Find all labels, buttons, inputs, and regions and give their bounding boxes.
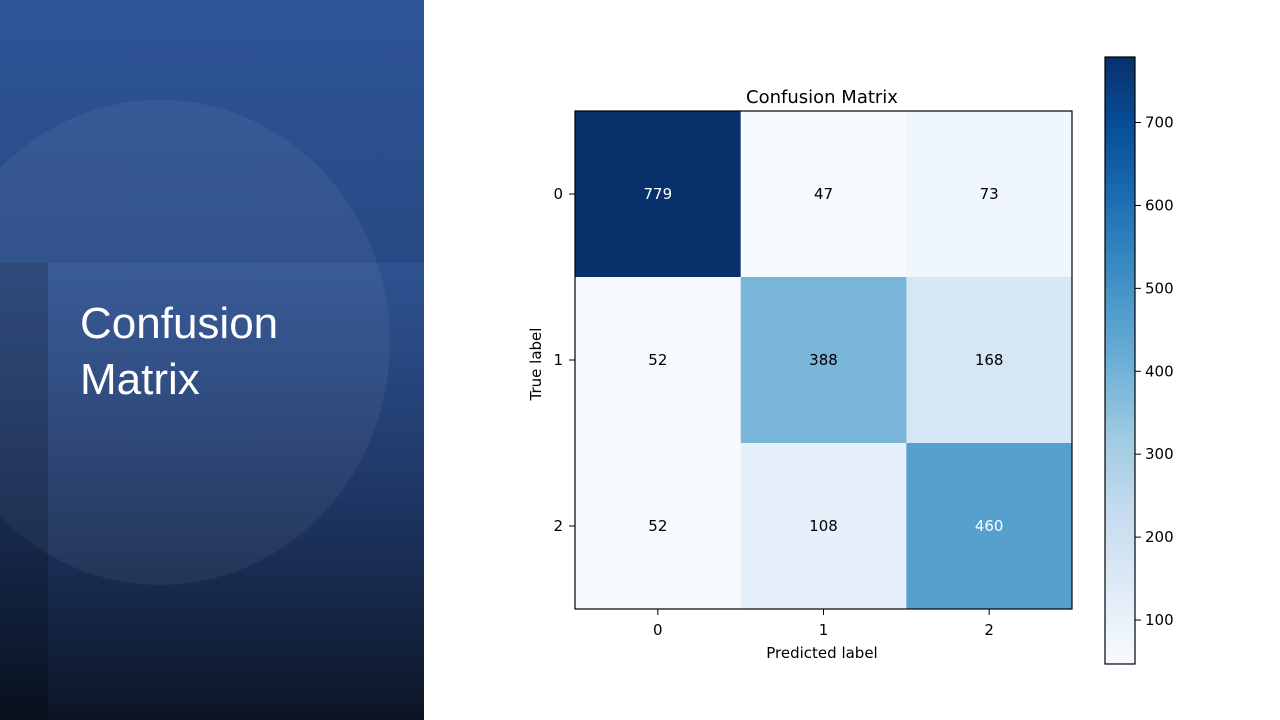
- colorbar-tick-label-700: 700: [1145, 114, 1174, 132]
- panel-strip: [0, 263, 48, 720]
- cell-value-2-0: 52: [648, 517, 667, 535]
- panel-circle-decoration: [0, 100, 390, 585]
- colorbar-tick-label-600: 600: [1145, 196, 1174, 214]
- y-axis-ticks: 0 1 2: [553, 185, 575, 535]
- colorbar-ticks: 100 200 300 400 500 600 700: [1135, 114, 1174, 629]
- x-tick-label-2: 2: [984, 621, 994, 639]
- heatmap-cell-1-0: [575, 277, 742, 444]
- colorbar-tick-label-100: 100: [1145, 611, 1174, 629]
- chart-title: Confusion Matrix: [746, 87, 898, 108]
- colorbar-tick-label-300: 300: [1145, 445, 1174, 463]
- cell-value-0-2: 73: [980, 185, 999, 203]
- cell-value-1-0: 52: [648, 351, 667, 369]
- y-axis-label: True label: [527, 328, 545, 402]
- colorbar-tick-label-400: 400: [1145, 362, 1174, 380]
- heatmap-cell-0-2: [906, 111, 1073, 278]
- heatmap-cells: [575, 111, 1073, 610]
- panel-band: [0, 263, 424, 720]
- y-tick-label-0: 0: [553, 185, 563, 203]
- y-tick-label-2: 2: [553, 517, 563, 535]
- cell-value-1-2: 168: [975, 351, 1004, 369]
- x-axis-ticks: 0 1 2: [653, 609, 994, 639]
- x-axis-label: Predicted label: [766, 644, 877, 662]
- heatmap-cell-1-1: [740, 277, 907, 444]
- colorbar: [1104, 56, 1136, 665]
- heatmap-cell-2-2: [906, 443, 1073, 610]
- heatmap-cell-0-1: [740, 111, 907, 278]
- slide-title: Confusion Matrix: [80, 296, 400, 408]
- colorbar-tick-label-200: 200: [1145, 528, 1174, 546]
- x-tick-label-0: 0: [653, 621, 663, 639]
- cell-value-0-1: 47: [814, 185, 833, 203]
- cell-value-2-2: 460: [975, 517, 1004, 535]
- heatmap-cell-1-2: [906, 277, 1073, 444]
- cell-value-0-0: 779: [644, 185, 673, 203]
- heatmap-cell-labels: 779 47 73 52 388 168 52 108 460: [644, 185, 1004, 535]
- x-tick-label-1: 1: [819, 621, 829, 639]
- confusion-matrix-chart: Confusion Matrix 779 47 73 52 388 168 52 108 460…: [527, 56, 1174, 665]
- slide-title-line2: Matrix: [80, 355, 200, 404]
- colorbar-tick-label-500: 500: [1145, 279, 1174, 297]
- cell-value-1-1: 388: [809, 351, 838, 369]
- cell-value-2-1: 108: [809, 517, 838, 535]
- heatmap-cell-2-0: [575, 443, 742, 610]
- heatmap-cell-0-0: [575, 111, 742, 278]
- slide-title-line1: Confusion: [80, 299, 279, 348]
- heatmap-cell-2-1: [740, 443, 907, 610]
- left-panel: Confusion Matrix: [0, 0, 424, 720]
- y-tick-label-1: 1: [553, 351, 563, 369]
